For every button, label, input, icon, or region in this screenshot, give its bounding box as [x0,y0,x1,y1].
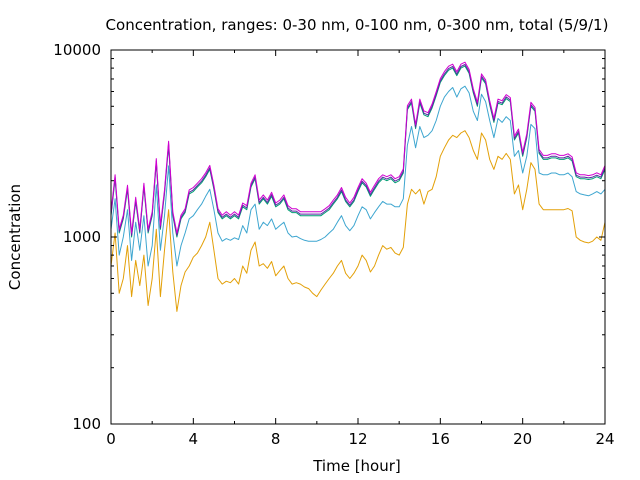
y-tick-label: 100 [72,415,101,433]
x-tick-label: 8 [271,430,281,448]
x-tick-label: 12 [348,430,367,448]
x-tick-label: 24 [595,430,614,448]
x-tick-label: 0 [106,430,116,448]
y-tick-label: 10000 [53,41,101,59]
series-layer [110,61,606,312]
y-axis-label: Concentration [6,184,24,290]
series-line-5 [110,61,606,234]
series-line-3 [110,65,606,238]
x-tick-label: 4 [189,430,199,448]
series-line-1 [110,130,606,312]
chart-title: Concentration, ranges: 0-30 nm, 0-100 nm… [106,16,609,34]
x-tick-label: 16 [431,430,450,448]
series-line-2 [110,85,606,267]
axis-layer: 0 4 8 12 16 20 24 100 1000 10000 [53,41,614,448]
y-tick-label: 1000 [63,228,101,246]
x-tick-label: 20 [513,430,532,448]
series-line-4 [110,64,606,236]
x-axis-label: Time [hour] [312,457,401,475]
